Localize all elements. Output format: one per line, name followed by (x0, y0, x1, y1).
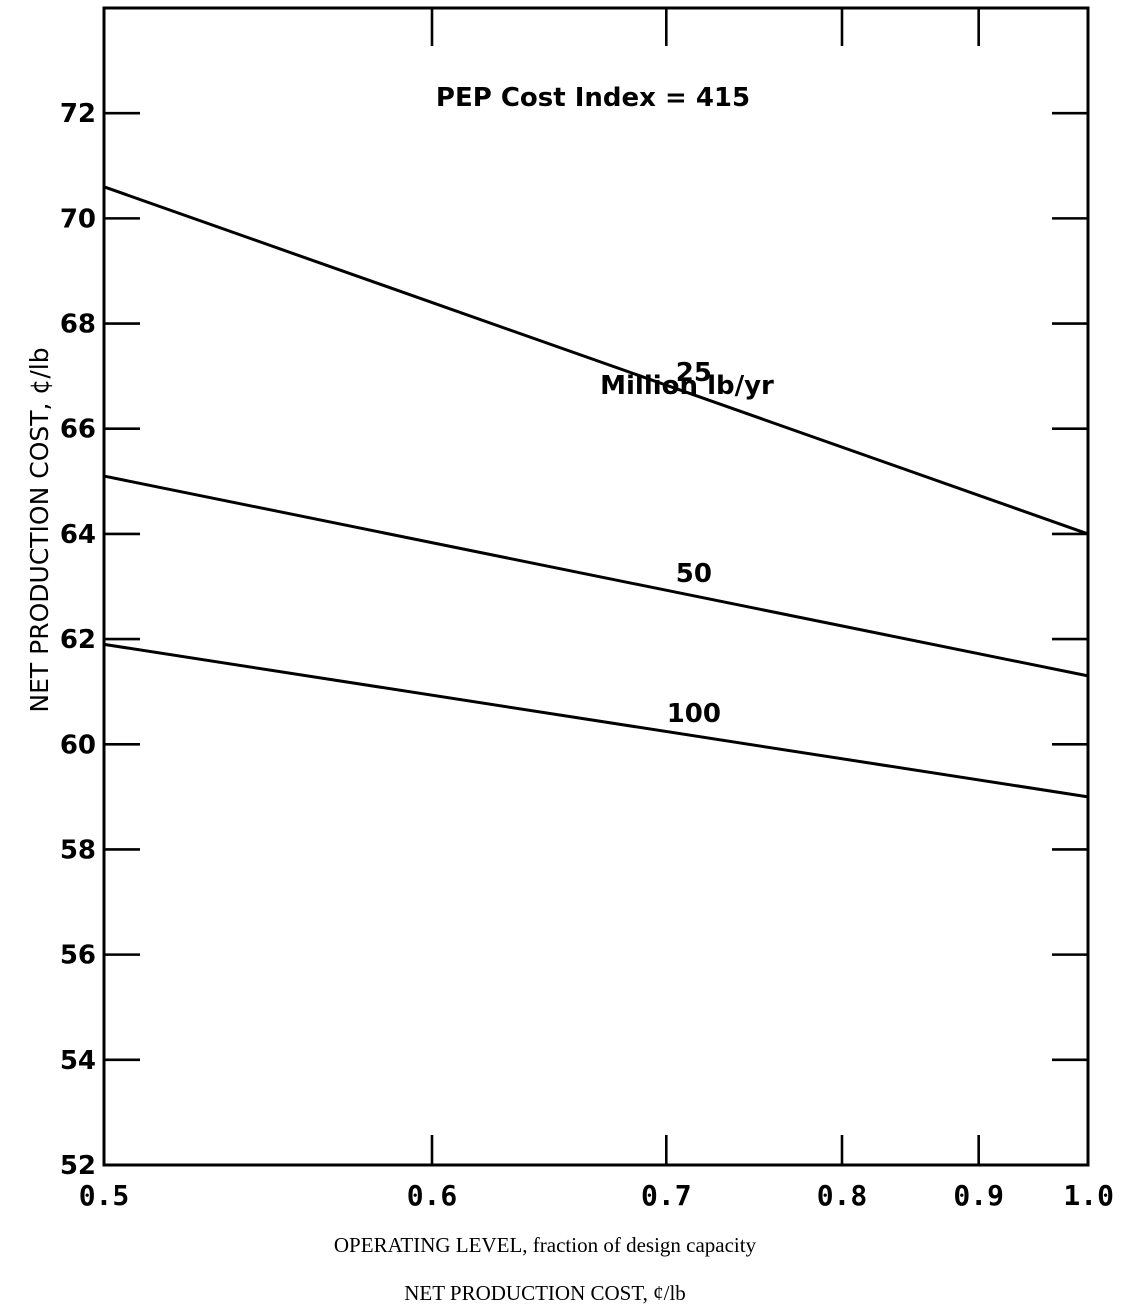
x-tick-label: 0.7 (641, 1179, 692, 1212)
y-tick-label: 58 (60, 835, 96, 865)
x-tick-label: 0.5 (79, 1179, 130, 1212)
x-tick-label: 0.8 (817, 1179, 868, 1212)
y-tick-label: 60 (60, 730, 96, 760)
series-label-25: 25 (676, 358, 712, 388)
series-line-25 (102, 185, 1090, 536)
x-tick-label: 0.6 (407, 1179, 458, 1212)
series-label-100: 100 (667, 699, 721, 729)
y-tick-label: 70 (60, 204, 96, 234)
tick-labels: 52 54 56 58 60 62 64 66 68 70 72 0.5 0.6 0.7 0.8 0.9 1.0… (60, 99, 1114, 1212)
legend-title: Million lb/yr (600, 371, 774, 401)
series-line-100 (102, 642, 1090, 799)
x-tick-label: 0.9 (953, 1179, 1004, 1212)
y-tick-label: 68 (60, 310, 96, 340)
cost-index-annotation: PEP Cost Index = 415 (436, 83, 750, 113)
y-tick-label: 72 (60, 99, 96, 129)
y-tick-label: 56 (60, 941, 96, 971)
y-tick-label: 52 (60, 1151, 96, 1181)
y-tick-label: 66 (60, 415, 96, 445)
plot-frame (102, 6, 1090, 1167)
series-label-50: 50 (676, 559, 712, 589)
x-axis-label: OPERATING LEVEL, fraction of design capa… (334, 1233, 757, 1257)
x-tick-label: 1.0 (1063, 1179, 1114, 1212)
axis-ticks (104, 8, 1088, 1167)
series-lines (102, 185, 1090, 799)
series-line-50 (102, 474, 1090, 678)
y-tick-label: 54 (60, 1046, 96, 1076)
y-tick-label: 64 (60, 520, 96, 550)
y-tick-label: 62 (60, 625, 96, 655)
x-axis-subcaption: NET PRODUCTION COST, ¢/lb (404, 1281, 686, 1305)
y-axis-label: NET PRODUCTION COST, ¢/lb (25, 347, 54, 712)
